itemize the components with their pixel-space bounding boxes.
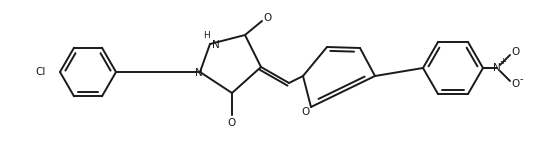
Text: N: N: [212, 40, 220, 50]
Text: H: H: [202, 32, 210, 40]
Text: O: O: [511, 79, 519, 89]
Text: O: O: [301, 107, 309, 117]
Text: Cl: Cl: [35, 67, 46, 77]
Text: N: N: [195, 68, 203, 78]
Text: O: O: [264, 13, 272, 23]
Text: O: O: [228, 118, 236, 128]
Text: O: O: [511, 47, 519, 57]
Text: -: -: [519, 74, 523, 84]
Text: N: N: [493, 63, 501, 73]
Text: +: +: [499, 57, 507, 66]
